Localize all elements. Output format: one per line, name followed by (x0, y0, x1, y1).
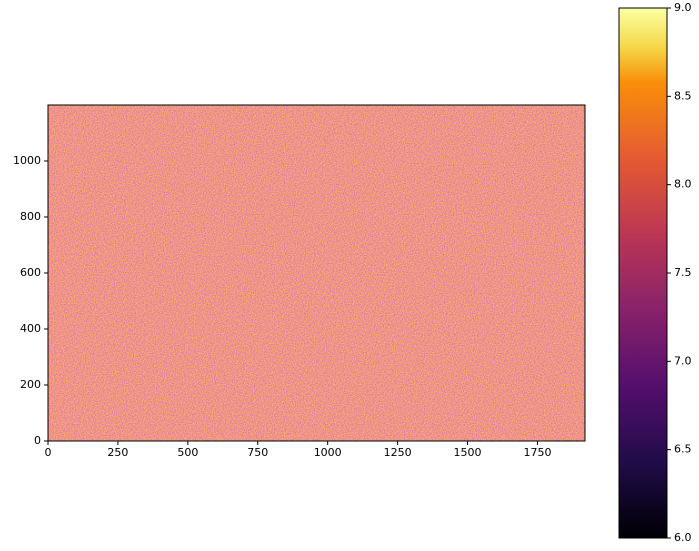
colorbar-tick-label: 8.5 (674, 89, 692, 102)
y-tick-label: 400 (20, 322, 41, 335)
colorbar-tick-label: 7.0 (674, 354, 692, 367)
x-tick-label: 1000 (314, 446, 342, 459)
x-tick-label: 1500 (454, 446, 482, 459)
x-tick-label: 750 (247, 446, 268, 459)
colorbar-tick-label: 6.0 (674, 531, 692, 544)
y-tick-label: 600 (20, 266, 41, 279)
y-tick-label: 800 (20, 210, 41, 223)
colorbar-tick-label: 9.0 (674, 1, 692, 14)
x-tick-label: 250 (107, 446, 128, 459)
colorbar-tick-label: 7.5 (674, 266, 692, 279)
x-tick-label: 0 (45, 446, 52, 459)
colorbar-tick-label: 6.5 (674, 443, 692, 456)
x-tick-label: 500 (177, 446, 198, 459)
colorbar (618, 7, 668, 539)
colorbar-tick-label: 8.0 (674, 178, 692, 191)
y-tick-label: 0 (34, 434, 41, 447)
image (48, 105, 585, 441)
y-tick-label: 200 (20, 378, 41, 391)
x-tick-label: 1250 (384, 446, 412, 459)
y-tick-label: 1000 (13, 154, 41, 167)
x-tick-label: 1750 (523, 446, 551, 459)
